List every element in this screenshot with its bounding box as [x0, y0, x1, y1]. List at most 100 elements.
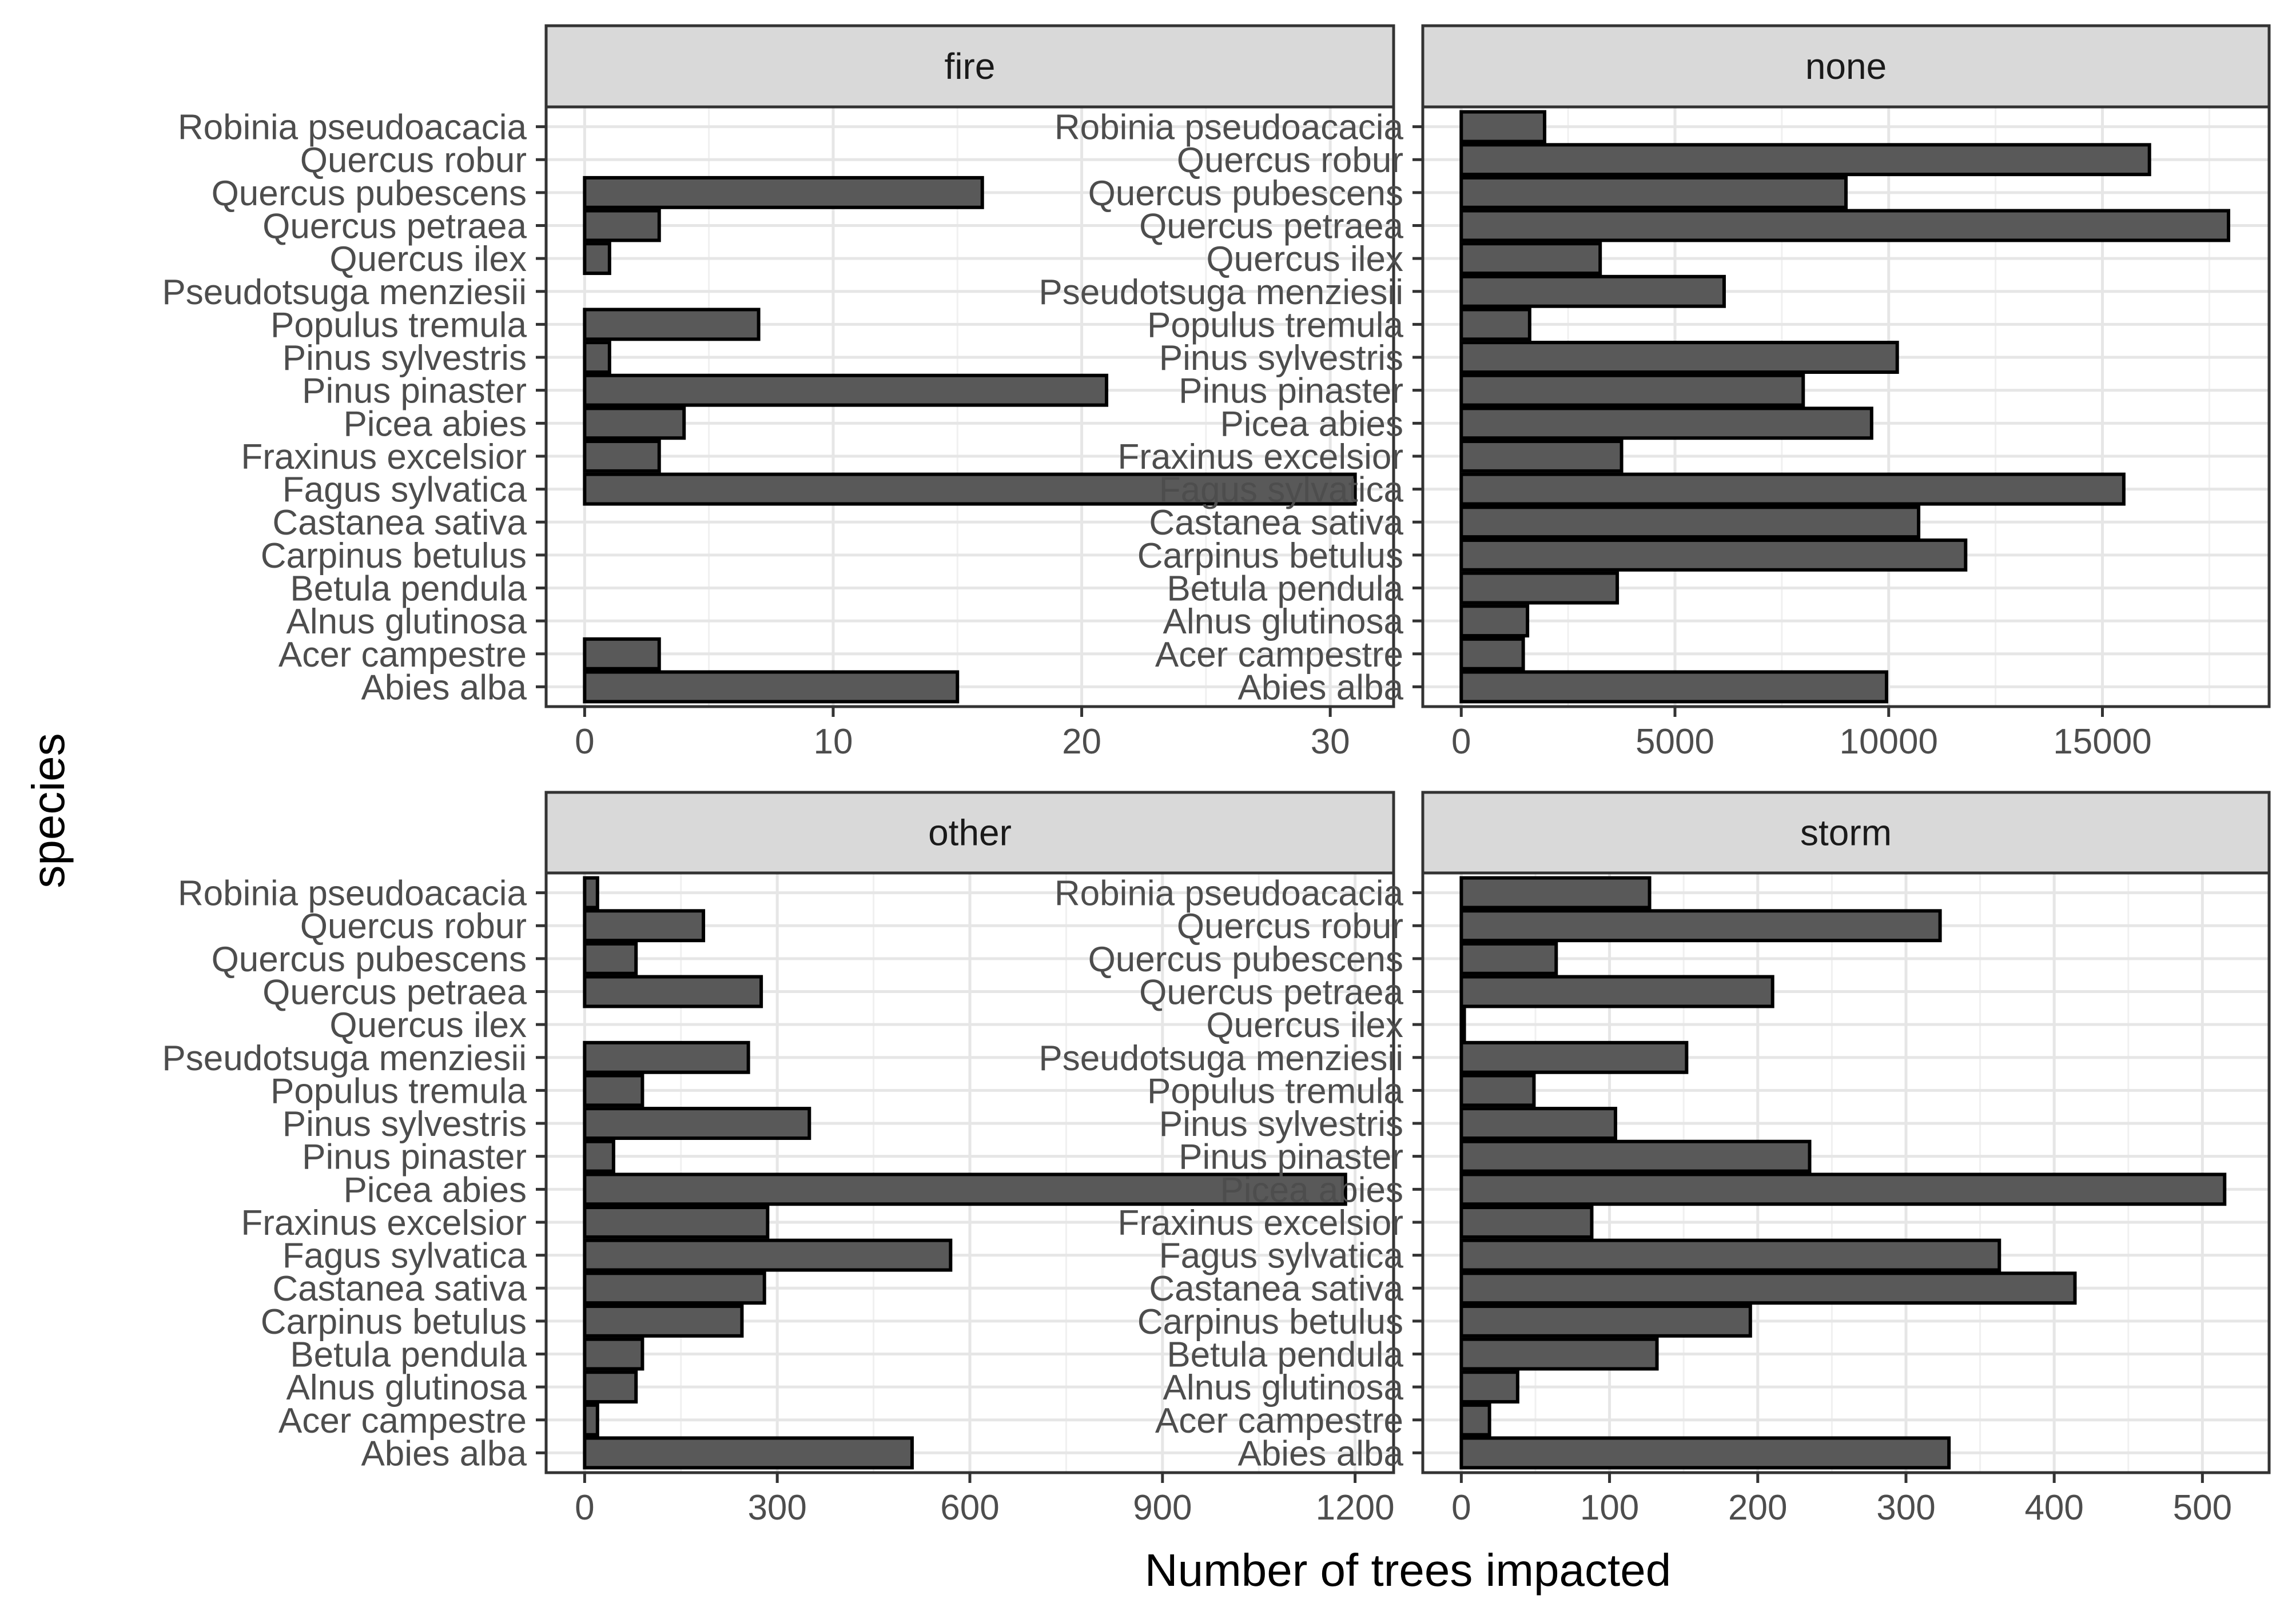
- bar-other-robinia-pseudoacacia: [583, 876, 599, 910]
- y-tick-label: Pseudotsuga menziesii: [1038, 1039, 1403, 1078]
- bar-other-populus-tremula: [583, 1074, 644, 1107]
- bar-storm-pinus-sylvestris: [1459, 1107, 1617, 1140]
- bar-other-fagus-sylvatica: [583, 1238, 953, 1272]
- bar-storm-quercus-petraea: [1459, 975, 1774, 1008]
- x-tick-label: 0: [575, 722, 594, 761]
- x-tick-label: 10000: [1840, 722, 1938, 761]
- bar-storm-quercus-ilex: [1459, 1008, 1466, 1042]
- y-tick-label: Picea abies: [1220, 1170, 1403, 1210]
- facet-strip-label: other: [928, 812, 1012, 854]
- bar-none-castanea-sativa: [1459, 505, 1921, 539]
- bar-none-pseudotsuga-menziesii: [1459, 274, 1726, 308]
- y-tick-label: Pinus sylvestris: [282, 1104, 527, 1144]
- bar-fire-pinus-pinaster: [583, 373, 1109, 407]
- bar-none-pinus-pinaster: [1459, 373, 1805, 407]
- y-tick-label: Alnus glutinosa: [286, 1368, 527, 1407]
- bar-storm-quercus-pubescens: [1459, 942, 1558, 975]
- facet-strip: [1421, 24, 2271, 109]
- bar-other-pinus-sylvestris: [583, 1107, 811, 1140]
- y-tick-label: Quercus robur: [300, 907, 527, 946]
- bar-storm-alnus-glutinosa: [1459, 1370, 1519, 1404]
- y-tick-label: Quercus robur: [1177, 141, 1403, 180]
- y-tick-label: Quercus petraea: [1139, 206, 1403, 246]
- bar-none-picea-abies: [1459, 406, 1873, 440]
- y-tick-label: Quercus robur: [1177, 907, 1403, 946]
- bar-storm-fagus-sylvatica: [1459, 1238, 2001, 1272]
- bar-fire-picea-abies: [583, 406, 686, 440]
- y-tick-label: Pinus pinaster: [302, 372, 527, 411]
- facet-strip-label: storm: [1800, 812, 1892, 854]
- bar-none-carpinus-betulus: [1459, 538, 1968, 572]
- y-tick-label: Acer campestre: [1155, 1401, 1403, 1441]
- y-tick-label: Robinia pseudoacacia: [1055, 874, 1404, 914]
- y-tick-label: Carpinus betulus: [261, 536, 527, 576]
- y-tick-label: Betula pendula: [290, 569, 527, 609]
- bar-none-quercus-ilex: [1459, 242, 1602, 276]
- bar-none-quercus-robur: [1459, 143, 2151, 177]
- bar-other-pinus-pinaster: [583, 1139, 615, 1173]
- bar-other-abies-alba: [583, 1436, 914, 1470]
- y-tick-label: Castanea sativa: [272, 503, 527, 543]
- x-tick-label: 0: [575, 1488, 594, 1528]
- bar-other-quercus-robur: [583, 909, 706, 943]
- bar-none-alnus-glutinosa: [1459, 604, 1530, 638]
- y-tick-label: Picea abies: [343, 404, 527, 444]
- y-tick-label: Populus tremula: [270, 305, 527, 345]
- bar-storm-castanea-sativa: [1459, 1271, 2077, 1305]
- facet-strip: [544, 791, 1395, 875]
- bar-fire-quercus-ilex: [583, 242, 611, 276]
- y-tick-label: Quercus petraea: [262, 206, 527, 246]
- bar-none-fagus-sylvatica: [1459, 472, 2126, 506]
- bar-none-abies-alba: [1459, 670, 1889, 704]
- bar-other-castanea-sativa: [583, 1271, 766, 1305]
- y-tick-label: Populus tremula: [1147, 1071, 1404, 1111]
- y-axis-title: species: [23, 733, 74, 888]
- y-tick-label: Castanea sativa: [1149, 1269, 1403, 1309]
- bar-none-quercus-pubescens: [1459, 176, 1848, 209]
- bar-fire-fraxinus-excelsior: [583, 440, 661, 473]
- x-tick-label: 5000: [1636, 722, 1714, 761]
- facet-strip-label: fire: [945, 46, 996, 87]
- bar-none-robinia-pseudoacacia: [1459, 110, 1547, 143]
- y-tick-label: Betula pendula: [1167, 1335, 1403, 1375]
- y-tick-label: Fagus sylvatica: [282, 470, 527, 510]
- bar-none-quercus-petraea: [1459, 209, 2230, 242]
- bar-storm-quercus-robur: [1459, 909, 1942, 943]
- bar-storm-pinus-pinaster: [1459, 1139, 1812, 1173]
- y-tick-label: Quercus petraea: [1139, 972, 1403, 1012]
- y-tick-label: Alnus glutinosa: [1163, 602, 1404, 641]
- bar-storm-robinia-pseudoacacia: [1459, 876, 1652, 910]
- y-tick-label: Carpinus betulus: [1137, 536, 1403, 576]
- y-tick-label: Populus tremula: [270, 1071, 527, 1111]
- bar-other-pseudotsuga-menziesii: [583, 1040, 750, 1074]
- y-tick-label: Quercus ilex: [1206, 1006, 1403, 1045]
- bar-other-quercus-pubescens: [583, 942, 638, 975]
- bar-other-picea-abies: [583, 1173, 1347, 1206]
- y-tick-label: Pinus pinaster: [1179, 372, 1403, 411]
- bar-other-betula-pendula: [583, 1337, 644, 1371]
- y-tick-label: Fagus sylvatica: [1159, 1237, 1404, 1276]
- y-tick-label: Populus tremula: [1147, 305, 1404, 345]
- x-tick-label: 200: [1728, 1488, 1787, 1528]
- x-tick-label: 15000: [2053, 722, 2151, 761]
- y-tick-label: Pinus sylvestris: [1159, 1104, 1403, 1144]
- y-tick-label: Abies alba: [1237, 1434, 1403, 1473]
- x-tick-label: 900: [1133, 1488, 1192, 1528]
- y-tick-label: Robinia pseudoacacia: [178, 874, 527, 914]
- y-tick-label: Quercus pubescens: [212, 940, 527, 979]
- y-tick-label: Pinus pinaster: [302, 1138, 527, 1177]
- bar-storm-picea-abies: [1459, 1173, 2227, 1206]
- x-tick-label: 1200: [1316, 1488, 1395, 1528]
- y-tick-label: Fagus sylvatica: [282, 1237, 527, 1276]
- y-tick-label: Fraxinus excelsior: [241, 437, 527, 477]
- y-tick-label: Quercus ilex: [329, 240, 527, 279]
- y-tick-label: Robinia pseudoacacia: [1055, 108, 1404, 147]
- bar-fire-quercus-petraea: [583, 209, 661, 242]
- x-tick-label: 600: [940, 1488, 999, 1528]
- x-tick-label: 300: [1876, 1488, 1935, 1528]
- y-tick-label: Quercus robur: [300, 141, 527, 180]
- bar-storm-betula-pendula: [1459, 1337, 1659, 1371]
- y-tick-label: Picea abies: [1220, 404, 1403, 444]
